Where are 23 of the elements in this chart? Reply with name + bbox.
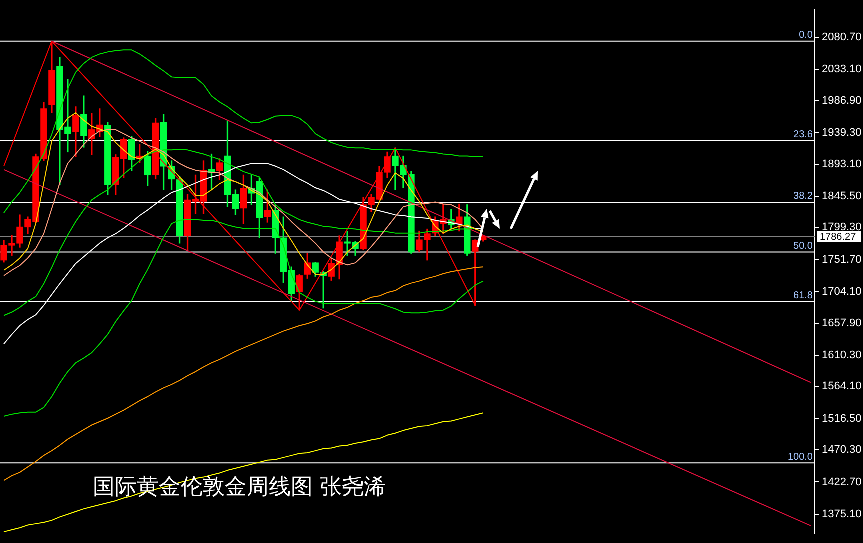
ref-line-label: 1786.27 [820, 232, 857, 243]
y-tick-label: 1564.10 [822, 380, 862, 393]
y-tick-label: 2033.10 [822, 64, 862, 76]
y-tick-label: 2080.70 [822, 32, 862, 44]
y-tick-label: 1939.30 [822, 127, 862, 140]
y2-tick-label: 23.6 [794, 130, 814, 141]
y-tick-label: 1516.50 [822, 412, 862, 425]
y-tick-label: 1422.70 [822, 476, 862, 488]
y-tick-label: 1375.10 [822, 508, 862, 520]
y-tick-label: 1657.90 [822, 317, 862, 330]
y-tick-label: 1704.10 [822, 286, 862, 298]
y-tick-label: 1610.30 [822, 349, 862, 362]
y2-tick-label: 0.0 [799, 30, 814, 42]
y-tick-label: 1470.30 [822, 444, 862, 456]
y2-tick-label: 100.0 [788, 452, 814, 463]
y-tick-label: 1799.30 [822, 222, 862, 234]
y-tick-label: 1845.50 [822, 190, 862, 203]
y2-tick-label: 50.0 [794, 240, 814, 252]
y2-tick-label: 61.8 [794, 290, 814, 302]
y2-tick-label: 38.2 [794, 191, 814, 202]
y-tick-label: 1751.70 [822, 254, 862, 266]
y-tick-label: 1986.90 [822, 94, 862, 107]
y-tick-label: 1893.10 [822, 158, 862, 170]
